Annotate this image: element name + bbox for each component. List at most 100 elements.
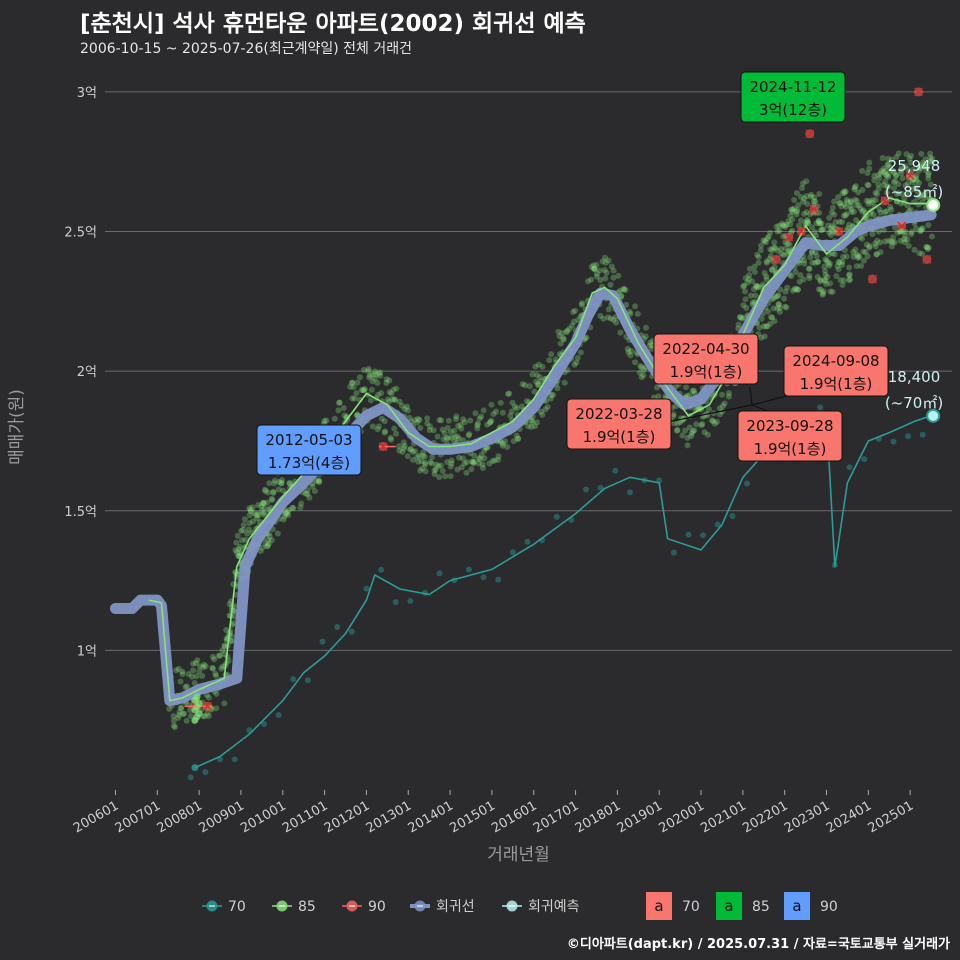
annotation-leader [667,404,753,423]
point-85 [401,443,408,450]
point-85 [414,419,421,426]
point-85 [254,511,261,518]
point-85 [597,312,604,319]
point-85 [458,425,465,432]
point-85 [899,175,906,182]
point-85 [488,401,495,408]
annotation-price: 3억(12층) [759,101,827,119]
point-85 [893,171,900,178]
point-85 [579,300,586,307]
point-85 [469,459,476,466]
point-85 [351,395,358,402]
point-85 [761,270,768,277]
point-85 [504,443,511,450]
point-85 [829,228,836,235]
point-85 [230,620,237,627]
point-85 [396,398,403,405]
point-85 [901,195,908,202]
point-90-cross [897,221,907,231]
point-85 [593,261,600,268]
point-85 [799,180,806,187]
legend-box-glyph: a [724,897,733,915]
point-85 [869,230,876,237]
point-85 [918,226,925,233]
point-85 [304,487,311,494]
point-85 [316,479,323,486]
point-85 [381,429,388,436]
point-85 [432,466,439,473]
point-85 [822,256,829,263]
grid-lines [105,91,952,651]
point-85 [897,167,904,174]
point-85 [927,181,934,188]
point-85 [555,328,562,335]
point-85 [804,219,811,226]
point-85 [238,527,245,534]
point-85 [471,452,478,459]
point-85 [920,161,927,168]
point-85 [409,448,416,455]
point-85 [632,359,639,366]
point-85 [427,458,434,465]
point-85 [271,480,278,487]
point-85 [286,479,293,486]
point-85 [820,288,827,295]
point-85 [801,210,808,217]
point-85 [913,172,920,179]
point-85 [223,627,230,634]
point-85 [647,339,654,346]
point-85 [431,471,438,478]
point-85 [891,239,898,246]
point-85 [607,281,614,288]
point-85 [369,378,376,385]
point-85 [190,660,197,667]
point-85 [904,236,911,243]
point-85 [475,460,482,467]
point-85 [278,480,285,487]
point-85 [860,207,867,214]
point-85 [249,529,256,536]
point-85 [853,263,860,270]
point-85 [907,206,914,213]
point-90-cross [805,129,815,139]
point-85 [433,461,440,468]
point-85 [865,182,872,189]
point-85 [779,222,786,229]
point-85 [211,656,218,663]
point-85 [392,397,399,404]
point-85 [865,198,872,205]
annotation-price: 1.9억(1층) [800,375,873,393]
point-85 [929,155,936,162]
point-85 [927,150,934,157]
point-85 [286,480,293,487]
point-85 [247,506,254,513]
point-85 [265,536,272,543]
point-85 [448,460,455,467]
point-85 [781,222,788,229]
point-85 [599,258,606,265]
point-85 [890,169,897,176]
legend-label-70: 70 [228,899,246,915]
point-85 [588,263,595,270]
point-85 [533,378,540,385]
point-85 [282,510,289,517]
point-85 [264,499,271,506]
point-85 [886,164,893,171]
point-85 [841,277,848,284]
y-tick-label: 2억 [77,365,97,380]
point-85 [350,384,357,391]
point-70 [378,566,385,573]
x-tick-label: 202201 [740,798,790,836]
point-85 [757,242,764,249]
point-85 [817,286,824,293]
point-85 [925,175,932,182]
point-85 [768,267,775,274]
point-85 [474,425,481,432]
point-85 [791,205,798,212]
point-85 [190,667,197,674]
annotation-leader [749,386,753,406]
point-85 [591,266,598,273]
point-85 [754,282,761,289]
point-85 [677,419,684,426]
point-85 [877,170,884,177]
